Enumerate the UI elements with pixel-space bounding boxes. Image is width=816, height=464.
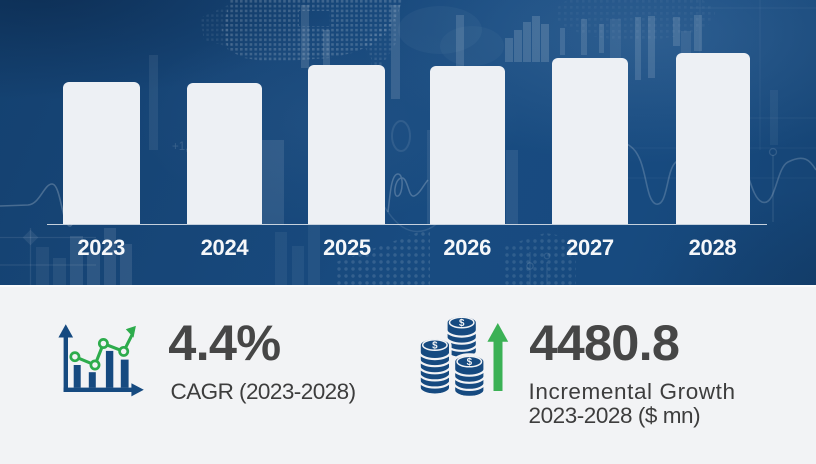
svg-text:$: $ xyxy=(467,357,473,368)
svg-text:$: $ xyxy=(432,340,438,351)
svg-text:$: $ xyxy=(459,318,465,329)
